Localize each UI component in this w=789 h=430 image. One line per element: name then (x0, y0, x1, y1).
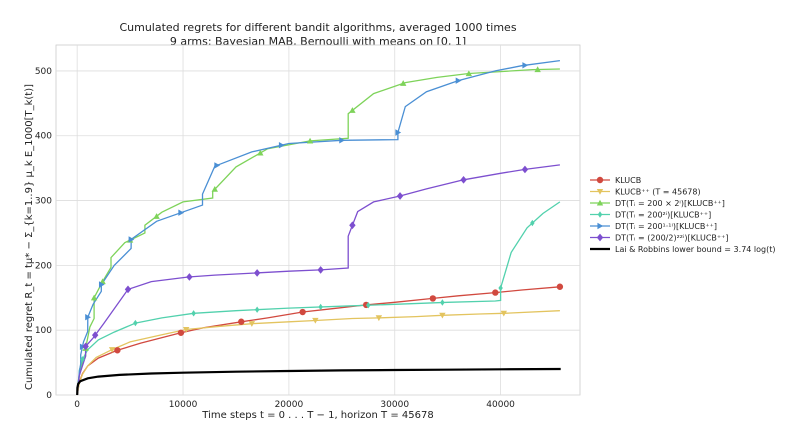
series-4-marker-4 (178, 209, 185, 216)
series-1-marker-6 (500, 310, 507, 317)
plot-area (55, 44, 581, 396)
series-4-marker-5 (214, 162, 221, 169)
series-3-marker-3 (254, 306, 260, 313)
series-1-marker-0 (108, 347, 116, 353)
series-4-marker-6 (278, 142, 285, 149)
x-tick-label-4: 40000 (486, 400, 515, 410)
series-0-marker-7 (556, 283, 564, 290)
legend-swatch-marker-0 (596, 176, 604, 184)
chart-title: Cumulated regrets for different bandit a… (119, 21, 516, 34)
series-4-marker-8 (395, 129, 402, 136)
series-0-marker-3 (299, 308, 306, 316)
legend-swatch-marker-3 (597, 211, 603, 218)
legend-label-3: DT(Tᵢ = 200²ⁱ)[KLUCB⁺⁺] (615, 211, 711, 220)
series-3-marker-0 (80, 356, 85, 363)
series-5-marker-7 (396, 192, 404, 200)
series-4-marker-3 (128, 236, 135, 243)
series-3-marker-4 (318, 303, 323, 311)
series-0-marker-2 (238, 318, 245, 325)
x-tick-label-3: 30000 (380, 400, 409, 410)
series-4-marker-7 (339, 137, 346, 144)
series-5-marker-4 (253, 269, 261, 277)
legend-label-0: KLUCB (615, 176, 641, 185)
series-lines (76, 59, 561, 396)
x-axis-ticks: 0 10000 20000 30000 40000 (74, 400, 515, 410)
plot-frame (55, 44, 581, 396)
y-tick-label-2: 200 (35, 261, 52, 271)
series-0-marker-5 (429, 295, 437, 302)
series-line-5 (76, 164, 560, 396)
series-3-marker-7 (498, 284, 503, 292)
series-3-marker-5 (366, 302, 371, 309)
series-3-marker-8 (530, 219, 535, 227)
legend-label-2: DT(Tᵢ = 200 × 2ⁱ)[KLUCB⁺⁺] (615, 199, 725, 208)
legend-swatch-marker-2 (596, 199, 604, 206)
series-2-marker-1 (90, 294, 98, 301)
legend-label-5: DT(Tᵢ = (200/2)²²ⁱ)[KLUCB⁺⁺] (615, 234, 728, 243)
series-5-marker-8 (460, 175, 467, 184)
legend-swatch-marker-4 (597, 222, 604, 230)
y-tick-label-4: 400 (35, 132, 52, 142)
legend-swatch-marker-1 (596, 188, 604, 195)
legend-swatch-marker-5 (596, 233, 604, 242)
series-0-marker-1 (177, 329, 185, 336)
series-markers (79, 62, 564, 363)
series-line-1 (76, 310, 560, 396)
series-3-marker-1 (133, 319, 138, 327)
series-1-marker-4 (375, 315, 383, 322)
legend-label-4: DT(Tᵢ = 200¹·¹ⁱ)[KLUCB⁺⁺] (615, 222, 717, 231)
series-5-marker-6 (349, 221, 356, 230)
series-2-marker-9 (400, 80, 407, 86)
series-5-marker-0 (82, 342, 89, 351)
series-2-marker-8 (349, 107, 356, 113)
y-axis-ticks: 0 100 200 300 400 500 (35, 67, 52, 401)
series-2-marker-6 (257, 149, 264, 156)
series-4-marker-10 (522, 62, 529, 69)
series-1-marker-3 (312, 317, 319, 324)
series-2-marker-4 (153, 213, 160, 219)
series-1-marker-5 (439, 312, 446, 319)
series-0-marker-0 (114, 347, 121, 354)
series-line-2 (76, 68, 560, 396)
series-1-marker-2 (248, 321, 256, 327)
series-4-marker-9 (455, 77, 462, 84)
series-2-marker-11 (534, 66, 541, 73)
series-2-marker-7 (306, 137, 314, 144)
series-5-marker-9 (521, 165, 529, 174)
y-tick-label-5: 500 (35, 67, 52, 77)
x-tick-label-2: 20000 (275, 400, 304, 410)
series-5-marker-3 (186, 273, 193, 281)
y-tick-label-0: 0 (46, 391, 52, 401)
x-tick-label-0: 0 (74, 400, 80, 410)
legend: KLUCB KLUCB⁺⁺ (T = 45678) DT(Tᵢ = 200 × 2ⁱ… (590, 176, 775, 254)
series-5-marker-2 (124, 285, 132, 294)
x-tick-label-1: 10000 (169, 400, 198, 410)
series-5-marker-1 (91, 331, 99, 339)
series-line-6 (76, 367, 561, 396)
y-tick-label-1: 100 (35, 326, 52, 336)
legend-label-6: Lai & Robbins lower bound = 3.74 log(t) (615, 245, 775, 254)
series-5-marker-5 (317, 266, 324, 274)
series-line-3 (76, 201, 561, 396)
y-tick-label-3: 300 (35, 197, 52, 207)
series-3-marker-2 (191, 310, 196, 317)
series-4-marker-1 (85, 314, 91, 321)
series-2-marker-10 (465, 70, 473, 77)
series-2-marker-5 (211, 186, 218, 192)
chart-title-group: Cumulated regrets for different bandit a… (119, 21, 516, 48)
series-0-marker-6 (492, 289, 499, 296)
legend-label-1: KLUCB⁺⁺ (T = 45678) (615, 188, 701, 197)
series-3-marker-6 (440, 299, 445, 306)
y-axis-label: Cumulated regret R_t = tμ* − Σ_{k=1..9} … (24, 84, 35, 390)
series-1-marker-1 (183, 326, 190, 333)
x-axis-label: Time steps t = 0 . . . T − 1, horizon T … (201, 410, 433, 421)
series-4-marker-2 (98, 281, 105, 288)
